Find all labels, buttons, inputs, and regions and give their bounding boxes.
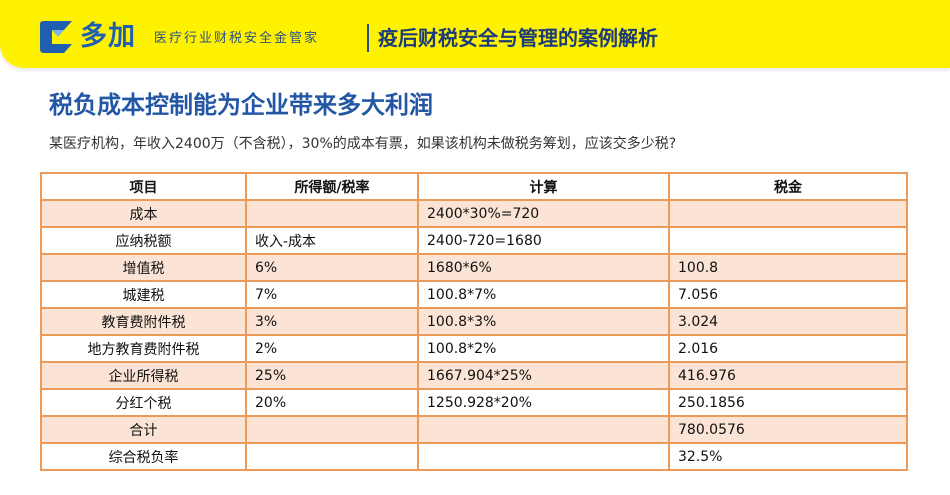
calculation-cell: 100.8*2% <box>417 334 670 363</box>
logo-mark-icon <box>38 20 74 54</box>
calculation-cell: 1667.904*25% <box>417 361 670 390</box>
tax-cell: 100.8 <box>668 253 908 282</box>
case-question: 某医疗机构，年收入2400万（不含税），30%的成本有票，如果该机构未做税务筹划… <box>49 136 677 152</box>
table-row: 合计 780.0576 <box>40 415 908 444</box>
header-divider <box>367 24 369 52</box>
tax-cell: 416.976 <box>668 361 908 390</box>
rate-cell <box>245 442 419 471</box>
calculation-cell: 2400*30%=720 <box>417 199 670 228</box>
table-row: 增值税 6% 1680*6% 100.8 <box>40 253 908 282</box>
calculation-cell: 1250.928*20% <box>417 388 670 417</box>
calculation-cell: 1680*6% <box>417 253 670 282</box>
tax-cell: 32.5% <box>668 442 908 471</box>
tax-table: 项目 所得额/税率 计算 税金 成本 2400*30%=720 应纳税额 收入-成本 2… <box>40 172 908 471</box>
table-row: 分红个税 20% 1250.928*20% 250.1856 <box>40 388 908 417</box>
table-row: 教育费附件税 3% 100.8*3% 3.024 <box>40 307 908 336</box>
tax-cell <box>668 226 908 255</box>
table-row: 城建税 7% 100.8*7% 7.056 <box>40 280 908 309</box>
item-cell: 合计 <box>40 415 247 444</box>
table-row: 地方教育费附件税 2% 100.8*2% 2.016 <box>40 334 908 363</box>
tax-cell: 3.024 <box>668 307 908 336</box>
table-row: 企业所得税 25% 1667.904*25% 416.976 <box>40 361 908 390</box>
item-cell: 城建税 <box>40 280 247 309</box>
rate-cell <box>245 415 419 444</box>
table-row: 应纳税额 收入-成本 2400-720=1680 <box>40 226 908 255</box>
rate-cell: 25% <box>245 361 419 390</box>
header-rate: 所得额/税率 <box>245 172 419 201</box>
calculation-cell <box>417 442 670 471</box>
rate-cell: 20% <box>245 388 419 417</box>
table-row: 成本 2400*30%=720 <box>40 199 908 228</box>
item-cell: 分红个税 <box>40 388 247 417</box>
tax-cell <box>668 199 908 228</box>
rate-cell <box>245 199 419 228</box>
rate-cell: 7% <box>245 280 419 309</box>
item-cell: 企业所得税 <box>40 361 247 390</box>
item-cell: 成本 <box>40 199 247 228</box>
header-tax-amount: 税金 <box>668 172 908 201</box>
calculation-cell: 2400-720=1680 <box>417 226 670 255</box>
item-cell: 增值税 <box>40 253 247 282</box>
calculation-cell <box>417 415 670 444</box>
rate-cell: 6% <box>245 253 419 282</box>
tax-cell: 7.056 <box>668 280 908 309</box>
rate-cell: 收入-成本 <box>245 226 419 255</box>
rate-cell: 3% <box>245 307 419 336</box>
rate-cell: 2% <box>245 334 419 363</box>
banner-title: 疫后财税安全与管理的案例解析 <box>378 26 658 50</box>
tax-cell: 780.0576 <box>668 415 908 444</box>
calculation-cell: 100.8*3% <box>417 307 670 336</box>
header-banner: 多加 医疗行业财税安全金管家 疫后财税安全与管理的案例解析 <box>0 0 950 68</box>
brand-name: 多加 <box>80 21 136 52</box>
item-cell: 地方教育费附件税 <box>40 334 247 363</box>
header-item: 项目 <box>40 172 247 201</box>
brand-logo: 多加 <box>38 20 136 54</box>
item-cell: 综合税负率 <box>40 442 247 471</box>
table-row: 综合税负率 32.5% <box>40 442 908 471</box>
slide-heading: 税负成本控制能为企业带来多大利润 <box>49 91 433 119</box>
table-header-row: 项目 所得额/税率 计算 税金 <box>40 172 908 201</box>
header-calculation: 计算 <box>417 172 670 201</box>
brand-tagline: 医疗行业财税安全金管家 <box>154 31 320 46</box>
calculation-cell: 100.8*7% <box>417 280 670 309</box>
item-cell: 教育费附件税 <box>40 307 247 336</box>
tax-cell: 250.1856 <box>668 388 908 417</box>
tax-cell: 2.016 <box>668 334 908 363</box>
item-cell: 应纳税额 <box>40 226 247 255</box>
